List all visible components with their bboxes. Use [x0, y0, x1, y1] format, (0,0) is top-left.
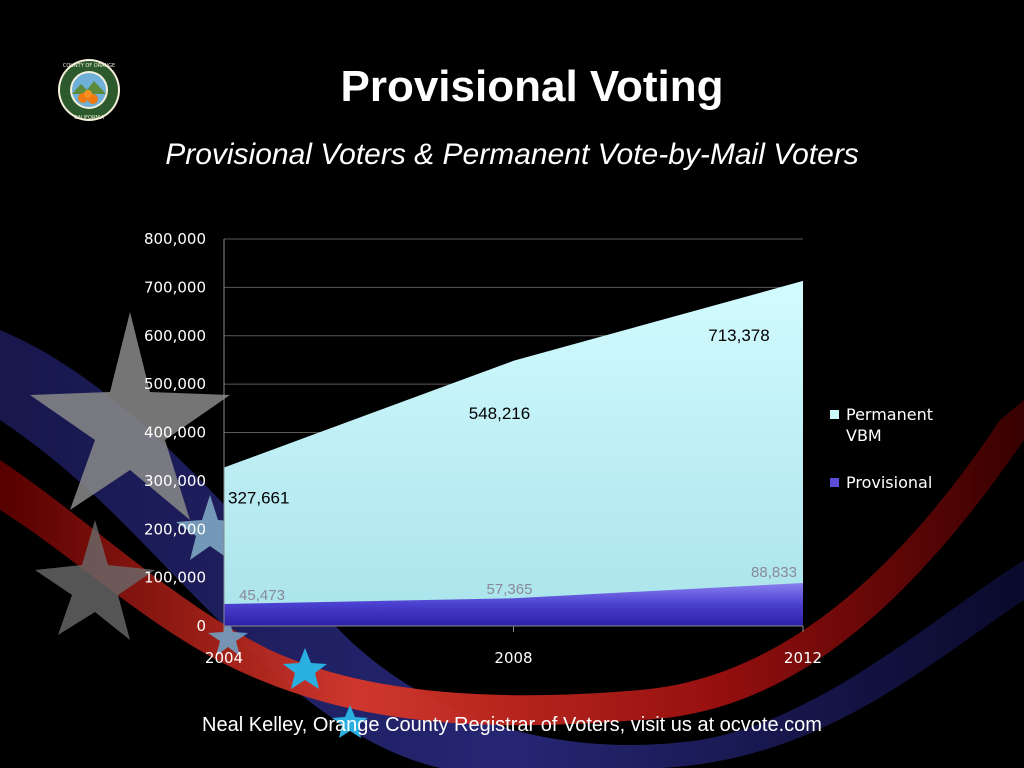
- y-tick-label: 500,000: [144, 375, 206, 393]
- y-tick-label: 300,000: [144, 472, 206, 490]
- y-tick-label: 700,000: [144, 278, 206, 296]
- star-blue-3-icon: [208, 618, 248, 656]
- star-large-icon: [30, 312, 230, 520]
- star-blue-2-icon: [332, 705, 368, 738]
- data-label-provisional: 45,473: [239, 587, 285, 604]
- footer-credit: Neal Kelley, Orange County Registrar of …: [202, 714, 822, 736]
- area-series-provisional: [224, 583, 803, 626]
- logo-text-bottom: CALIFORNIA: [74, 115, 105, 121]
- slide-title: Provisional Voting: [340, 62, 724, 111]
- y-tick-label: 400,000: [144, 424, 206, 442]
- data-label-provisional: 88,833: [751, 564, 797, 581]
- star-small-icon: [176, 495, 244, 560]
- area-series-permanent-vbm: [224, 280, 803, 626]
- y-tick-label: 0: [196, 617, 206, 635]
- legend-item-provisional: Provisional: [830, 472, 1010, 493]
- legend-swatch: [830, 410, 839, 419]
- star-mid-icon: [35, 520, 155, 640]
- x-tick-label: 2012: [784, 649, 822, 667]
- x-tick-label: 2008: [494, 649, 532, 667]
- legend-label: Provisional: [846, 473, 933, 492]
- legend-label: Permanent: [846, 405, 934, 424]
- data-label-vbm: 327,661: [228, 488, 289, 507]
- y-tick-label: 200,000: [144, 520, 206, 538]
- x-tick-labels: 2004 2008 2012: [205, 649, 822, 667]
- y-tick-label: 600,000: [144, 327, 206, 345]
- legend-label: VBM: [846, 426, 882, 445]
- legend-item-permanent-vbm: Permanent VBM: [830, 404, 1010, 446]
- orange-county-seal-icon: COUNTY OF ORANGE CALIFORNIA: [58, 59, 120, 121]
- logo-text-top: COUNTY OF ORANGE: [63, 63, 115, 69]
- x-tick-label: 2004: [205, 649, 243, 667]
- data-label-vbm: 548,216: [469, 404, 530, 423]
- y-tick-labels: 0 100,000 200,000 300,000 400,000 500,000 600,…: [144, 230, 206, 635]
- axes: [223, 239, 804, 632]
- chart-legend: Permanent VBM Provisional: [830, 404, 1010, 493]
- star-blue-icon: [283, 648, 327, 689]
- data-label-provisional: 57,365: [487, 581, 533, 598]
- y-tick-label: 100,000: [144, 569, 206, 587]
- series-areas: [224, 280, 803, 626]
- y-tick-label: 800,000: [144, 230, 206, 248]
- data-label-vbm: 713,378: [708, 326, 769, 345]
- slide-subtitle: Provisional Voters & Permanent Vote-by-M…: [165, 138, 859, 171]
- legend-swatch: [830, 478, 839, 487]
- data-labels: 327,661 548,216 713,378 45,473 57,365 88,833: [228, 326, 797, 604]
- red-ribbon: [0, 400, 1024, 726]
